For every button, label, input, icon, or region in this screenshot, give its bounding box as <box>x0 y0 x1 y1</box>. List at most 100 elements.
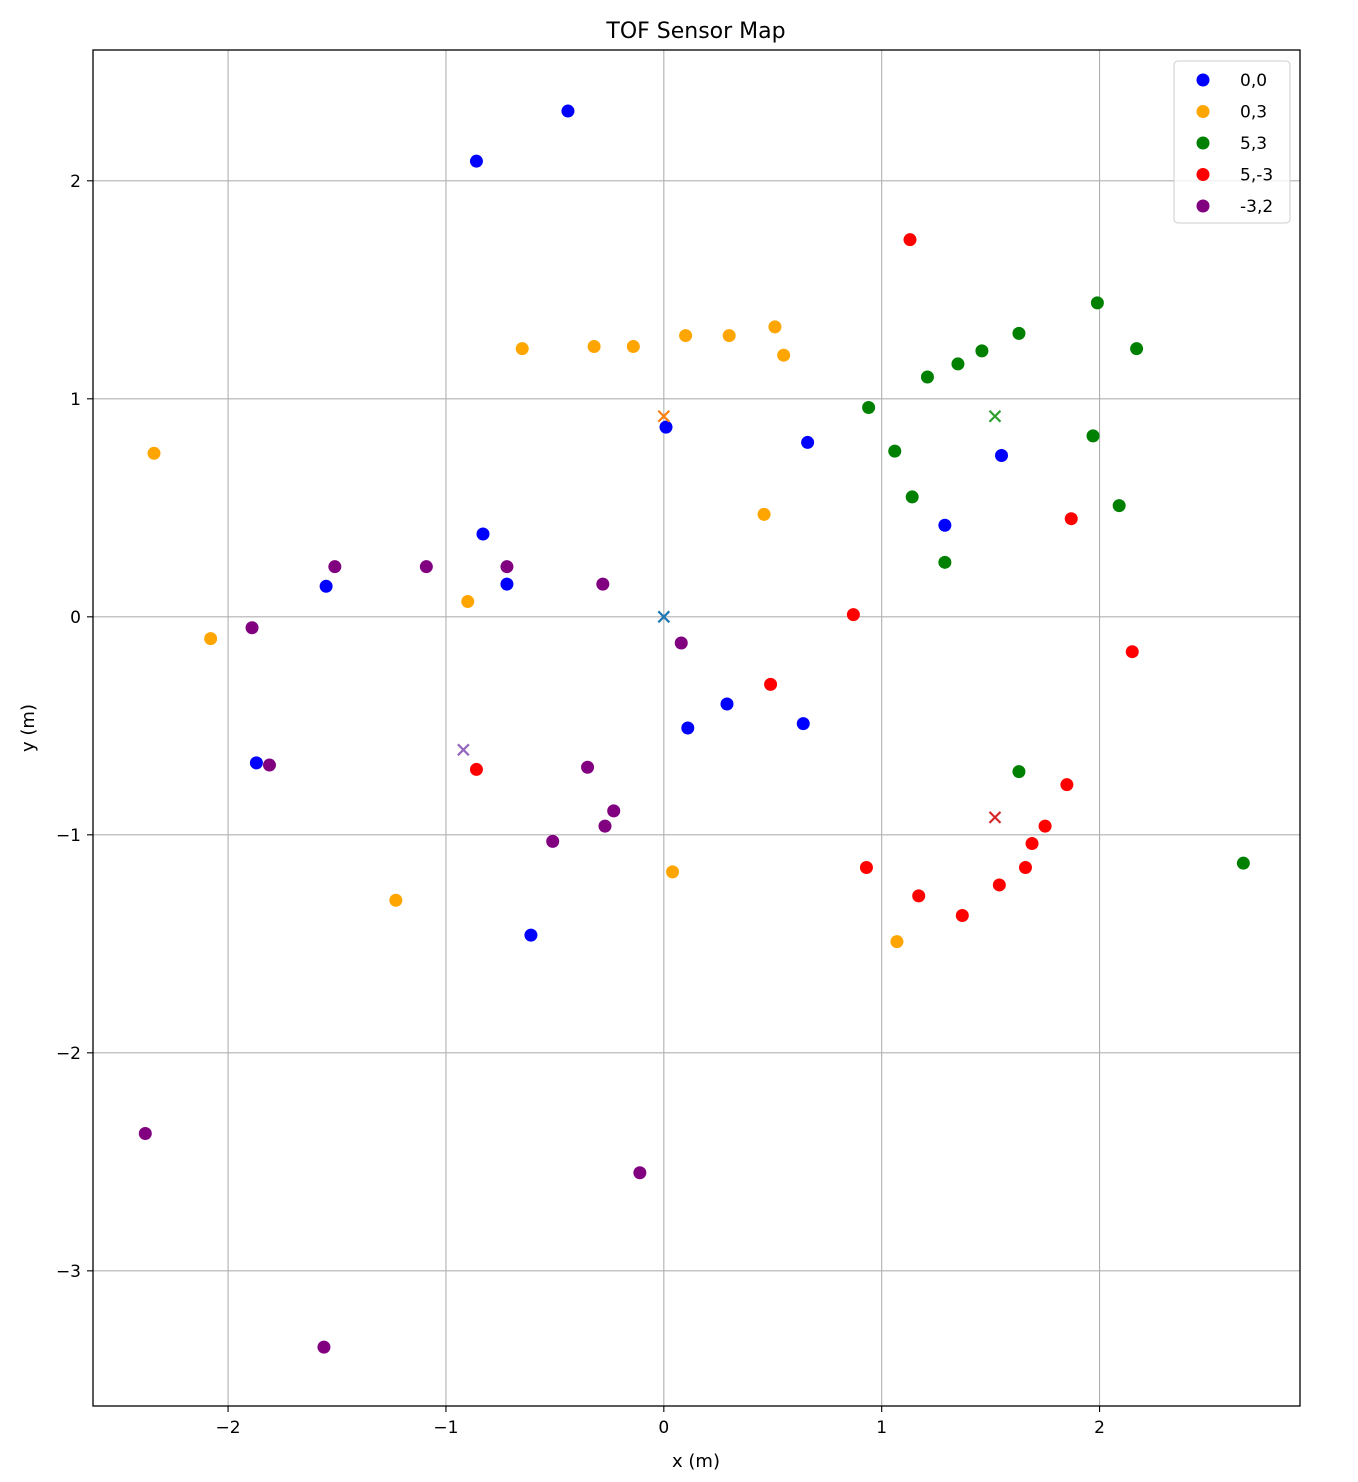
data-point <box>598 819 612 833</box>
data-point <box>319 579 333 593</box>
x-tick-label: −2 <box>216 1418 241 1438</box>
legend-box <box>1173 60 1291 224</box>
data-point <box>1025 837 1039 851</box>
data-point <box>138 1126 152 1140</box>
data-point <box>469 762 483 776</box>
sensor-marker-stroke <box>988 811 1002 824</box>
data-point <box>262 758 276 772</box>
sensor-marker-x <box>988 409 1002 423</box>
data-point <box>1012 765 1026 779</box>
data-point <box>722 329 736 343</box>
data-point <box>659 420 673 434</box>
data-point <box>476 527 490 541</box>
data-point <box>607 804 621 818</box>
sensor-marker-stroke <box>988 409 1002 423</box>
sensor-marker-x <box>988 811 1002 824</box>
data-point <box>561 104 575 118</box>
data-point <box>975 344 989 358</box>
data-point <box>147 446 161 460</box>
data-point <box>461 595 475 609</box>
series-5,-3 <box>469 233 1139 922</box>
data-point <box>1060 778 1074 792</box>
data-point <box>419 560 433 574</box>
data-point <box>1038 819 1052 833</box>
sensor-marker-x <box>457 743 470 757</box>
data-point <box>581 760 595 774</box>
data-point <box>912 889 926 903</box>
grid-lines <box>93 50 1300 1406</box>
data-point <box>626 339 640 353</box>
data-point <box>633 1166 647 1180</box>
legend-label: 5,3 <box>1240 134 1267 154</box>
data-point <box>951 357 965 371</box>
data-point <box>546 834 560 848</box>
y-tick-label: 2 <box>70 172 81 192</box>
x-tick-label: 0 <box>658 1418 669 1438</box>
data-point <box>888 444 902 458</box>
legend-marker <box>1196 168 1210 181</box>
y-tick-label: 0 <box>70 608 81 628</box>
sensor-marker-stroke <box>657 610 671 624</box>
data-point <box>587 339 601 353</box>
data-point <box>245 621 259 635</box>
data-point <box>1064 512 1078 526</box>
legend: 0,0 0,3 5,3 5,-3 -3,2 <box>1173 60 1291 224</box>
data-point <box>801 435 815 449</box>
y-tick-label: −1 <box>56 826 81 846</box>
legend-label: 0,3 <box>1240 103 1267 123</box>
legend-label: 5,-3 <box>1240 166 1273 186</box>
data-point <box>666 865 680 879</box>
data-point <box>500 560 514 574</box>
data-point <box>905 490 919 504</box>
data-point <box>938 518 952 532</box>
data-point <box>389 893 403 907</box>
x-axis-label: x (m) <box>672 1451 720 1472</box>
data-point <box>955 908 969 922</box>
data-point <box>1112 499 1126 513</box>
data-point <box>681 721 695 735</box>
data-point <box>204 632 218 646</box>
data-point <box>757 507 771 521</box>
data-point <box>995 448 1009 462</box>
sensor-marker-stroke <box>657 409 671 423</box>
data-point <box>920 370 934 384</box>
y-axis-ticks: −3 −2 −1 0 1 2 <box>56 172 93 1282</box>
legend-marker <box>1196 199 1210 213</box>
data-point <box>524 928 538 942</box>
legend-label: 0,0 <box>1240 71 1267 91</box>
data-point <box>674 636 688 650</box>
x-tick-label: −1 <box>433 1418 458 1438</box>
data-point <box>679 329 693 343</box>
series-5,3 <box>862 296 1250 870</box>
data-points <box>138 104 1250 1354</box>
data-point <box>1086 429 1100 443</box>
series--3,2 <box>138 560 688 1354</box>
series-0,3 <box>147 320 904 949</box>
sensor-marker-stroke <box>457 743 470 757</box>
data-point <box>938 555 952 569</box>
data-point <box>1125 645 1139 659</box>
legend-label: -3,2 <box>1240 197 1273 217</box>
data-point <box>846 608 860 622</box>
data-point <box>469 154 483 168</box>
data-point <box>500 577 514 591</box>
y-axis-label: y (m) <box>18 704 39 752</box>
legend-marker <box>1196 105 1210 118</box>
sensor-markers <box>457 409 1002 824</box>
data-point <box>328 560 342 574</box>
data-point <box>720 697 734 711</box>
data-point <box>768 320 782 334</box>
data-point <box>1130 342 1144 356</box>
data-point <box>317 1340 331 1354</box>
chart-title: TOF Sensor Map <box>605 19 785 44</box>
data-point <box>249 756 263 770</box>
x-tick-label: 1 <box>876 1418 887 1438</box>
data-point <box>862 401 876 415</box>
sensor-marker-x <box>657 409 671 423</box>
data-point <box>890 935 904 949</box>
data-point <box>903 233 917 247</box>
legend-marker <box>1196 73 1210 87</box>
data-point <box>1018 861 1032 875</box>
